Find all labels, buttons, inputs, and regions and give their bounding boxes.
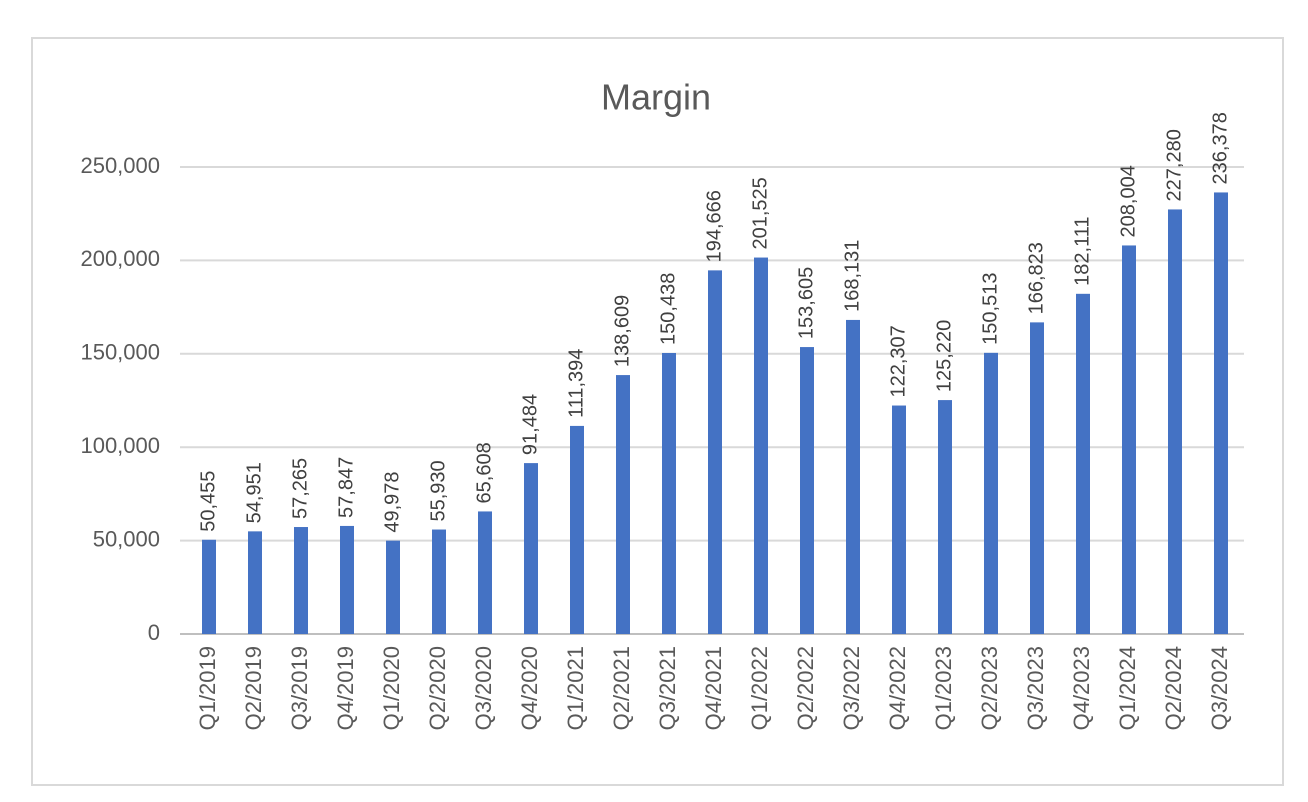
bar xyxy=(1214,192,1228,634)
value-label: 201,525 xyxy=(749,177,771,249)
bar xyxy=(1168,209,1182,634)
y-tick-label: 200,000 xyxy=(80,246,160,271)
value-label: 55,930 xyxy=(427,460,449,521)
x-tick-label: Q2/2020 xyxy=(425,646,450,730)
x-tick-label: Q1/2019 xyxy=(195,646,220,730)
value-label: 54,951 xyxy=(243,462,265,523)
value-label: 122,307 xyxy=(887,325,909,397)
x-tick-label: Q3/2022 xyxy=(839,646,864,730)
x-tick-label: Q1/2023 xyxy=(931,646,956,730)
x-tick-label: Q3/2019 xyxy=(287,646,312,730)
x-tick-label: Q2/2023 xyxy=(977,646,1002,730)
y-tick-label: 250,000 xyxy=(80,153,160,178)
x-tick-label: Q2/2021 xyxy=(609,646,634,730)
value-label: 236,378 xyxy=(1209,112,1231,184)
value-label: 91,484 xyxy=(519,394,541,455)
x-tick-label: Q3/2024 xyxy=(1207,646,1232,730)
value-label: 208,004 xyxy=(1117,165,1139,237)
bar xyxy=(294,527,308,634)
chart-border xyxy=(31,37,1284,786)
value-label: 49,978 xyxy=(381,471,403,532)
x-tick-label: Q3/2020 xyxy=(471,646,496,730)
bar xyxy=(340,525,354,634)
y-tick-label: 150,000 xyxy=(80,340,160,365)
value-label: 153,605 xyxy=(795,267,817,339)
value-label: 194,666 xyxy=(703,190,725,262)
value-label: 138,609 xyxy=(611,295,633,367)
bar xyxy=(754,257,768,634)
x-tick-label: Q2/2024 xyxy=(1161,646,1186,730)
chart-title: Margin xyxy=(601,77,711,118)
x-tick-label: Q4/2022 xyxy=(885,646,910,730)
bar xyxy=(662,352,676,634)
x-tick-label: Q3/2023 xyxy=(1023,646,1048,730)
value-label: 150,438 xyxy=(657,273,679,345)
bar xyxy=(202,539,216,634)
value-label: 166,823 xyxy=(1025,242,1047,314)
y-tick-label: 0 xyxy=(148,620,160,645)
bar xyxy=(846,319,860,634)
y-tick-label: 50,000 xyxy=(93,526,160,551)
value-label: 227,280 xyxy=(1163,129,1185,201)
x-tick-label: Q2/2022 xyxy=(793,646,818,730)
bar xyxy=(984,352,998,634)
bar xyxy=(708,270,722,634)
x-tick-label: Q4/2023 xyxy=(1069,646,1094,730)
x-tick-label: Q1/2024 xyxy=(1115,646,1140,730)
x-tick-label: Q1/2021 xyxy=(563,646,588,730)
bar xyxy=(892,405,906,634)
x-tick-label: Q2/2019 xyxy=(241,646,266,730)
value-label: 168,131 xyxy=(841,240,863,312)
bar xyxy=(570,425,584,634)
x-tick-label: Q4/2021 xyxy=(701,646,726,730)
x-tick-label: Q4/2019 xyxy=(333,646,358,730)
y-tick-label: 100,000 xyxy=(80,433,160,458)
x-tick-label: Q4/2020 xyxy=(517,646,542,730)
bar xyxy=(1076,293,1090,634)
value-label: 65,608 xyxy=(473,442,495,503)
bar xyxy=(800,347,814,634)
bar xyxy=(616,375,630,634)
x-tick-label: Q3/2021 xyxy=(655,646,680,730)
value-label: 125,220 xyxy=(933,320,955,392)
value-label: 57,847 xyxy=(335,457,357,518)
value-label: 111,394 xyxy=(565,349,587,418)
bar xyxy=(432,529,446,634)
value-label: 50,455 xyxy=(197,471,219,532)
bar xyxy=(1030,322,1044,634)
value-label: 57,265 xyxy=(289,458,311,519)
x-tick-label: Q1/2022 xyxy=(747,646,772,730)
x-tick-label: Q1/2020 xyxy=(379,646,404,730)
value-label: 150,513 xyxy=(979,273,1001,345)
bar xyxy=(1122,245,1136,634)
bar xyxy=(938,400,952,634)
value-label: 182,111 xyxy=(1071,216,1093,285)
bar xyxy=(248,531,262,634)
bar xyxy=(386,540,400,634)
bar xyxy=(524,463,538,634)
bar xyxy=(478,511,492,634)
